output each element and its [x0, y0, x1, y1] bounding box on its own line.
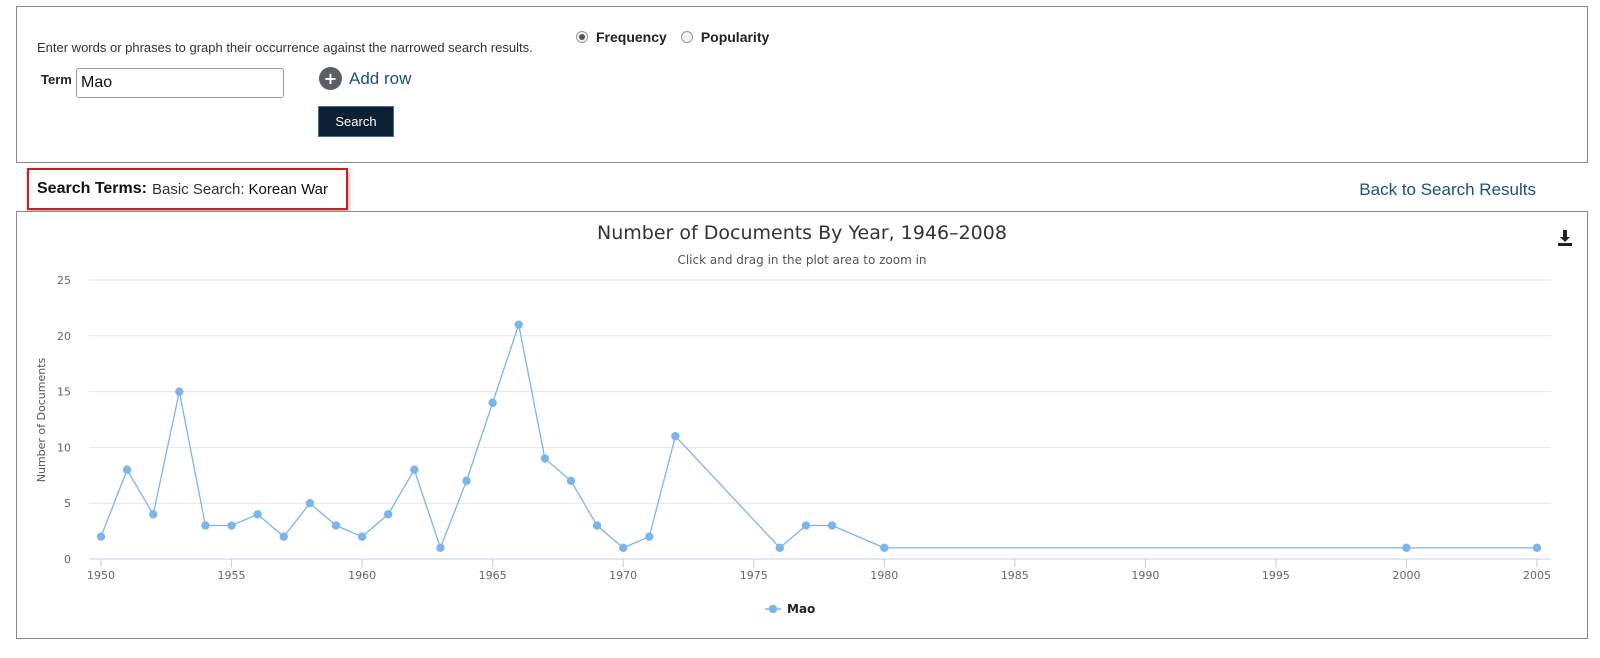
- download-icon[interactable]: [1555, 228, 1575, 248]
- term-graph-form: Enter words or phrases to graph their oc…: [16, 6, 1588, 163]
- data-point: [410, 465, 419, 474]
- x-tick-label: 1990: [1131, 569, 1159, 582]
- y-tick-label: 20: [57, 330, 71, 343]
- x-tick-label: 1985: [1001, 569, 1029, 582]
- legend-marker: [768, 604, 778, 614]
- data-point: [592, 521, 602, 530]
- data-point: [149, 510, 158, 519]
- data-point: [305, 499, 315, 508]
- back-to-search-results-link[interactable]: Back to Search Results: [1359, 180, 1536, 199]
- data-point: [331, 521, 341, 530]
- data-point: [488, 398, 497, 407]
- y-tick-label: 0: [64, 553, 71, 566]
- grid-lines: [89, 279, 1551, 560]
- term-input[interactable]: [76, 68, 284, 98]
- data-point: [175, 387, 184, 396]
- add-row-label: Add row: [349, 68, 412, 88]
- data-point: [801, 521, 811, 530]
- data-point: [96, 532, 106, 541]
- data-point: [384, 510, 393, 519]
- data-point: [880, 543, 889, 553]
- radio-frequency-label: Frequency: [596, 29, 667, 45]
- add-row-button[interactable]: + Add row: [319, 67, 411, 90]
- documents-by-year-chart[interactable]: Number of Documents By Year, 1946–2008 C…: [17, 212, 1587, 638]
- data-point: [357, 532, 367, 541]
- chart-title: Number of Documents By Year, 1946–2008: [597, 222, 1007, 244]
- radio-popularity[interactable]: Popularity: [680, 29, 770, 45]
- data-point: [201, 521, 210, 530]
- data-point: [436, 543, 445, 553]
- data-point: [1402, 543, 1411, 553]
- instructions-text: Enter words or phrases to graph their oc…: [37, 40, 533, 55]
- data-point: [775, 543, 785, 553]
- data-point: [671, 432, 680, 441]
- search-terms-box: Search Terms: Basic Search: Korean War: [27, 168, 348, 210]
- radio-popularity-button[interactable]: [680, 31, 693, 43]
- data-point: [514, 320, 523, 329]
- y-tick-label: 5: [64, 497, 71, 510]
- data-point: [122, 465, 132, 474]
- term-label: Term: [41, 72, 72, 87]
- mode-radio-group: Frequency Popularity: [576, 29, 783, 45]
- data-point: [253, 510, 262, 519]
- data-point: [540, 454, 550, 463]
- data-point: [566, 476, 576, 486]
- plus-circle-icon: +: [319, 67, 342, 90]
- radio-frequency-button[interactable]: [576, 31, 588, 43]
- x-tick-label: 1950: [87, 569, 115, 582]
- x-tick-label: 2005: [1523, 569, 1551, 582]
- data-point: [827, 521, 837, 530]
- legend-label: Mao: [787, 602, 815, 616]
- x-tick-label: 2000: [1392, 569, 1420, 582]
- x-tick-label: 1995: [1262, 569, 1290, 582]
- data-point: [279, 532, 288, 541]
- search-type: Basic Search:: [151, 180, 245, 198]
- y-tick-label: 25: [57, 274, 71, 287]
- x-tick-label: 1960: [348, 569, 376, 582]
- x-tick-label: 1965: [479, 569, 507, 582]
- legend[interactable]: Mao: [765, 602, 815, 616]
- chart-container: Number of Documents By Year, 1946–2008 C…: [16, 211, 1588, 639]
- data-point: [618, 543, 628, 553]
- search-button[interactable]: Search: [318, 106, 394, 137]
- search-terms-label: Search Terms:: [37, 180, 147, 197]
- search-term-value: Korean War: [248, 180, 329, 198]
- x-tick-label: 1970: [609, 569, 637, 582]
- x-tick-label: 1975: [740, 569, 768, 582]
- chart-subtitle: Click and drag in the plot area to zoom …: [677, 253, 926, 267]
- data-point: [1532, 543, 1542, 553]
- series-line: [100, 322, 1537, 550]
- y-axis-ticks: 0 5 10 15 20 25: [57, 274, 71, 566]
- y-tick-label: 10: [57, 441, 71, 454]
- data-point: [645, 532, 654, 541]
- radio-frequency[interactable]: Frequency: [576, 29, 667, 45]
- data-point: [462, 476, 471, 486]
- x-tick-label: 1980: [870, 569, 898, 582]
- data-point: [227, 521, 236, 530]
- series-mao: [96, 320, 1542, 553]
- x-tick-label: 1955: [218, 569, 246, 582]
- y-tick-label: 15: [57, 386, 71, 399]
- x-axis-ticks: 1950 1955 1960 1965 1970 1975 1980 1985 1990 1995…: [87, 559, 1551, 582]
- y-axis-label: Number of Documents: [35, 357, 48, 482]
- radio-popularity-label: Popularity: [700, 29, 770, 45]
